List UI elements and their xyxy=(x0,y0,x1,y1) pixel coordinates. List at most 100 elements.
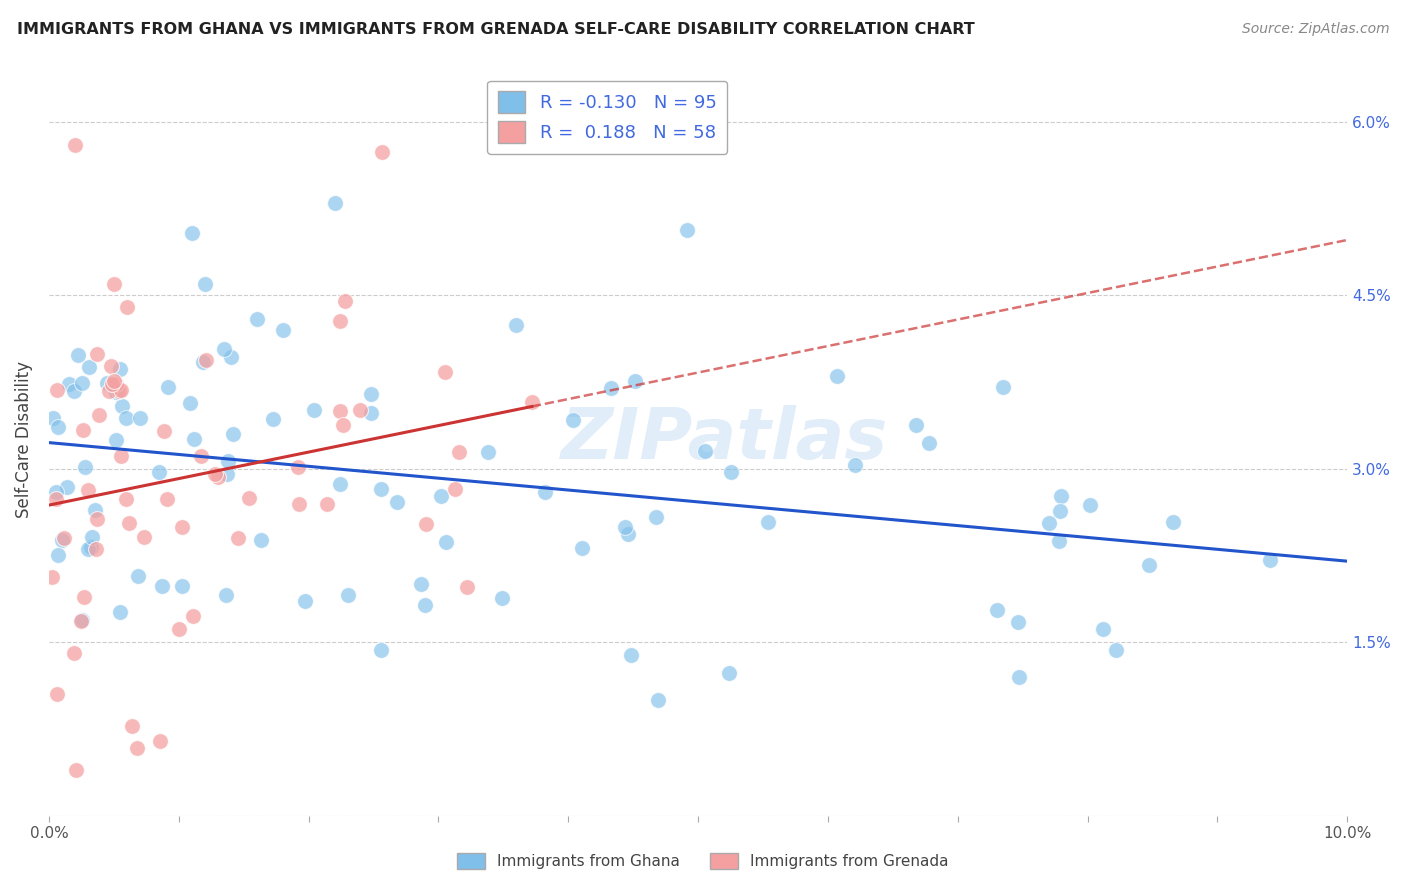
Point xyxy=(360,387,382,401)
Point xyxy=(73,590,96,604)
Point xyxy=(172,520,194,534)
Point xyxy=(87,409,110,423)
Point xyxy=(207,470,229,484)
Point xyxy=(77,483,100,497)
Point xyxy=(385,495,408,509)
Point xyxy=(110,383,132,397)
Point xyxy=(645,510,668,524)
Point xyxy=(520,395,543,409)
Point xyxy=(294,594,316,608)
Point xyxy=(238,491,260,505)
Point xyxy=(118,516,141,530)
Point xyxy=(246,311,269,326)
Point xyxy=(156,380,179,394)
Point xyxy=(413,599,436,613)
Point xyxy=(217,454,239,468)
Point xyxy=(108,361,131,376)
Point xyxy=(51,533,73,547)
Point xyxy=(70,376,93,391)
Point xyxy=(82,530,104,544)
Point xyxy=(695,443,717,458)
Point xyxy=(108,384,131,399)
Point xyxy=(904,417,927,432)
Point xyxy=(1137,558,1160,572)
Point xyxy=(456,580,478,594)
Point xyxy=(45,384,67,398)
Point xyxy=(1049,504,1071,518)
Point xyxy=(329,404,352,418)
Point xyxy=(105,384,128,399)
Point xyxy=(169,622,191,636)
Point xyxy=(42,411,65,425)
Point xyxy=(415,516,437,531)
Text: ZIPatlas: ZIPatlas xyxy=(561,406,887,475)
Point xyxy=(75,459,97,474)
Point xyxy=(370,643,392,657)
Point xyxy=(84,542,107,557)
Point xyxy=(447,444,470,458)
Point xyxy=(111,400,134,414)
Text: IMMIGRANTS FROM GHANA VS IMMIGRANTS FROM GRENADA SELF-CARE DISABILITY CORRELATIO: IMMIGRANTS FROM GHANA VS IMMIGRANTS FROM… xyxy=(17,22,974,37)
Point xyxy=(477,445,499,459)
Point xyxy=(371,145,394,160)
Point xyxy=(65,763,87,777)
Point xyxy=(191,355,214,369)
Point xyxy=(86,347,108,361)
Point xyxy=(134,530,156,544)
Point xyxy=(46,548,69,562)
Point xyxy=(1008,669,1031,683)
Point xyxy=(333,293,356,308)
Point xyxy=(825,369,848,384)
Point xyxy=(127,741,149,756)
Point xyxy=(337,588,360,602)
Point xyxy=(181,226,204,240)
Point xyxy=(991,380,1014,394)
Point xyxy=(534,484,557,499)
Point xyxy=(58,377,80,392)
Point xyxy=(332,417,354,432)
Point xyxy=(114,411,136,425)
Point xyxy=(100,377,122,392)
Point xyxy=(195,353,218,368)
Point xyxy=(63,647,86,661)
Point xyxy=(624,374,647,388)
Point xyxy=(110,449,132,463)
Point xyxy=(718,665,741,680)
Point xyxy=(70,613,93,627)
Point xyxy=(600,381,623,395)
Point xyxy=(86,511,108,525)
Point xyxy=(349,403,371,417)
Point xyxy=(204,467,226,482)
Point xyxy=(1161,516,1184,530)
Point xyxy=(148,466,170,480)
Point xyxy=(844,458,866,472)
Point xyxy=(45,484,67,499)
Point xyxy=(1047,533,1070,548)
Point xyxy=(323,195,346,210)
Point xyxy=(329,477,352,491)
Point xyxy=(316,497,339,511)
Point xyxy=(115,491,138,506)
Point xyxy=(617,527,640,541)
Point xyxy=(183,432,205,446)
Text: Source: ZipAtlas.com: Source: ZipAtlas.com xyxy=(1241,22,1389,37)
Point xyxy=(444,483,467,497)
Point xyxy=(127,568,149,582)
Point xyxy=(370,482,392,496)
Point xyxy=(434,534,457,549)
Point xyxy=(103,277,125,291)
Point xyxy=(100,359,122,373)
Point xyxy=(758,515,780,529)
Point xyxy=(212,342,235,356)
Point xyxy=(63,138,86,153)
Point xyxy=(1091,622,1114,636)
Point xyxy=(67,348,90,362)
Legend: Immigrants from Ghana, Immigrants from Grenada: Immigrants from Ghana, Immigrants from G… xyxy=(451,847,955,875)
Point xyxy=(1049,489,1071,503)
Point xyxy=(329,314,352,328)
Point xyxy=(153,424,176,438)
Point xyxy=(918,436,941,450)
Point xyxy=(287,460,309,475)
Point xyxy=(150,579,173,593)
Point xyxy=(194,277,217,291)
